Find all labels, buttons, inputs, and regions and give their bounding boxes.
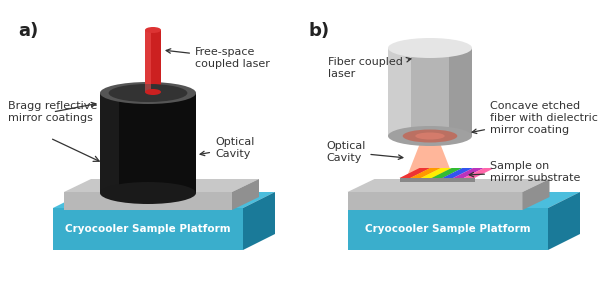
Polygon shape xyxy=(348,208,548,250)
Polygon shape xyxy=(464,168,494,178)
Text: Bragg reflective
mirror coatings: Bragg reflective mirror coatings xyxy=(8,101,97,123)
Polygon shape xyxy=(442,168,473,178)
Polygon shape xyxy=(100,93,119,193)
Polygon shape xyxy=(400,178,475,182)
Polygon shape xyxy=(449,48,472,136)
Text: Concave etched
fiber with dielectric
mirror coating: Concave etched fiber with dielectric mir… xyxy=(472,101,598,135)
Ellipse shape xyxy=(403,130,457,142)
Polygon shape xyxy=(388,48,411,136)
Polygon shape xyxy=(388,48,472,136)
Polygon shape xyxy=(453,168,484,178)
Polygon shape xyxy=(232,179,259,210)
Polygon shape xyxy=(406,133,454,179)
Polygon shape xyxy=(348,192,580,208)
Ellipse shape xyxy=(100,182,196,204)
Text: Free-space
coupled laser: Free-space coupled laser xyxy=(166,47,270,69)
Ellipse shape xyxy=(388,38,472,58)
Ellipse shape xyxy=(388,126,472,146)
Text: Cryocooler Sample Platform: Cryocooler Sample Platform xyxy=(365,224,531,234)
Text: b): b) xyxy=(308,22,329,40)
Text: Sample on
mirror substrate: Sample on mirror substrate xyxy=(469,161,580,183)
Polygon shape xyxy=(410,168,441,178)
Polygon shape xyxy=(100,93,196,193)
Polygon shape xyxy=(400,168,430,178)
Text: Optical
Cavity: Optical Cavity xyxy=(200,137,254,159)
Polygon shape xyxy=(145,30,161,92)
Ellipse shape xyxy=(415,133,445,139)
Polygon shape xyxy=(64,192,232,210)
Polygon shape xyxy=(243,192,275,250)
Polygon shape xyxy=(523,179,550,210)
Polygon shape xyxy=(548,192,580,250)
Polygon shape xyxy=(431,168,463,178)
Polygon shape xyxy=(347,179,550,192)
Polygon shape xyxy=(347,192,523,210)
Text: a): a) xyxy=(18,22,38,40)
Ellipse shape xyxy=(145,89,161,95)
Text: Fiber coupled
laser: Fiber coupled laser xyxy=(328,57,411,79)
Ellipse shape xyxy=(100,82,196,104)
Text: Optical
Cavity: Optical Cavity xyxy=(326,141,403,163)
Ellipse shape xyxy=(109,84,187,102)
Polygon shape xyxy=(145,30,151,92)
Polygon shape xyxy=(421,168,452,178)
Polygon shape xyxy=(53,208,243,250)
Text: Cryocooler Sample Platform: Cryocooler Sample Platform xyxy=(65,224,231,234)
Ellipse shape xyxy=(145,27,161,33)
Polygon shape xyxy=(64,179,259,192)
Polygon shape xyxy=(53,192,275,208)
